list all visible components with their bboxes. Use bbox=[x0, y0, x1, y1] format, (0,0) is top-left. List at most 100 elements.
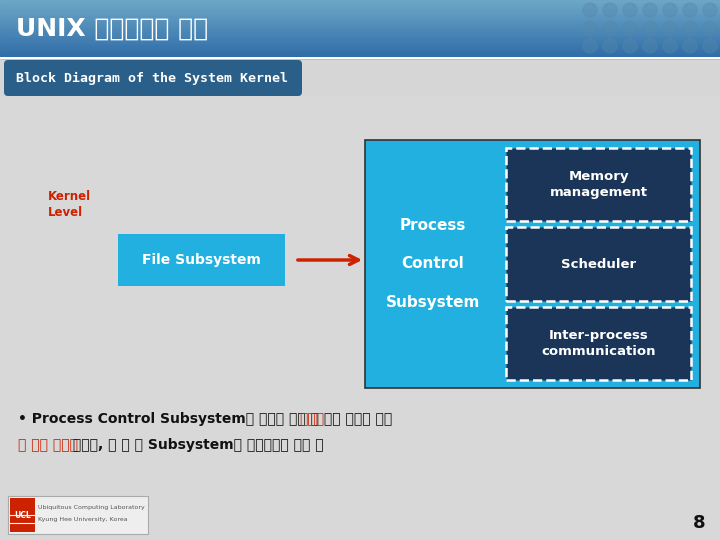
Bar bbox=[0, 55, 720, 57]
Circle shape bbox=[643, 39, 657, 53]
Circle shape bbox=[623, 21, 637, 35]
Bar bbox=[0, 37, 720, 38]
Bar bbox=[0, 18, 720, 20]
Text: File Subsystem: File Subsystem bbox=[142, 253, 261, 267]
Circle shape bbox=[663, 21, 677, 35]
Bar bbox=[0, 12, 720, 14]
FancyBboxPatch shape bbox=[506, 227, 691, 301]
Text: Control: Control bbox=[402, 256, 464, 272]
Circle shape bbox=[703, 21, 717, 35]
Circle shape bbox=[583, 21, 597, 35]
Bar bbox=[0, 30, 720, 31]
Bar bbox=[0, 6, 720, 8]
Bar bbox=[0, 22, 720, 23]
Bar bbox=[0, 26, 720, 28]
Bar bbox=[0, 23, 720, 24]
Bar bbox=[0, 21, 720, 22]
Bar bbox=[0, 57, 720, 59]
Bar bbox=[0, 16, 720, 17]
Circle shape bbox=[663, 39, 677, 53]
Bar bbox=[0, 49, 720, 51]
Bar bbox=[0, 53, 720, 55]
Circle shape bbox=[663, 3, 677, 17]
Bar bbox=[0, 4, 720, 6]
Bar bbox=[0, 39, 720, 40]
Text: Block Diagram of the System Kernel: Block Diagram of the System Kernel bbox=[16, 71, 288, 85]
Bar bbox=[0, 48, 720, 50]
FancyBboxPatch shape bbox=[4, 60, 302, 96]
Text: 하는데, 이 때 두 Subsystem은 상호작용을 하게 됨: 하는데, 이 때 두 Subsystem은 상호작용을 하게 됨 bbox=[68, 438, 324, 452]
Bar bbox=[0, 10, 720, 11]
Circle shape bbox=[583, 3, 597, 17]
Bar bbox=[0, 31, 720, 32]
Bar bbox=[0, 44, 720, 45]
Circle shape bbox=[643, 21, 657, 35]
Bar bbox=[0, 1, 720, 2]
Bar bbox=[118, 234, 285, 286]
Circle shape bbox=[703, 3, 717, 17]
Bar bbox=[0, 36, 720, 37]
Circle shape bbox=[603, 21, 617, 35]
Bar bbox=[0, 24, 720, 25]
Bar bbox=[0, 33, 720, 35]
Circle shape bbox=[623, 3, 637, 17]
Bar bbox=[0, 5, 720, 7]
Bar bbox=[0, 17, 720, 18]
Text: 8: 8 bbox=[693, 514, 706, 532]
Bar bbox=[0, 0, 720, 1]
Bar bbox=[0, 3, 720, 5]
Bar bbox=[0, 43, 720, 44]
Bar bbox=[0, 40, 720, 42]
Bar bbox=[0, 35, 720, 36]
Bar bbox=[0, 96, 720, 540]
Bar bbox=[10, 498, 35, 532]
Text: Scheduler: Scheduler bbox=[561, 258, 636, 271]
Text: Kyung Hee University, Korea: Kyung Hee University, Korea bbox=[38, 517, 127, 523]
Text: UCL: UCL bbox=[14, 510, 31, 519]
Bar bbox=[0, 38, 720, 39]
Bar bbox=[0, 28, 720, 29]
FancyBboxPatch shape bbox=[506, 307, 691, 380]
Bar bbox=[0, 9, 720, 10]
Bar bbox=[0, 29, 720, 30]
Text: Level: Level bbox=[48, 206, 83, 219]
Bar bbox=[0, 8, 720, 9]
Bar bbox=[0, 54, 720, 56]
Text: UNIX 운영체제의 구조: UNIX 운영체제의 구조 bbox=[16, 17, 208, 41]
Text: Subsystem: Subsystem bbox=[386, 294, 480, 309]
Text: Ubiquitous Computing Laboratory: Ubiquitous Computing Laboratory bbox=[38, 505, 145, 510]
Bar bbox=[0, 11, 720, 13]
FancyBboxPatch shape bbox=[506, 148, 691, 221]
Bar bbox=[0, 19, 720, 21]
Circle shape bbox=[683, 39, 697, 53]
Bar bbox=[0, 41, 720, 43]
Bar bbox=[0, 32, 720, 33]
Bar bbox=[0, 45, 720, 46]
Bar bbox=[0, 46, 720, 48]
Circle shape bbox=[623, 39, 637, 53]
Bar bbox=[365, 140, 700, 388]
Text: 로 읽어 들여야: 로 읽어 들여야 bbox=[18, 438, 78, 452]
Bar bbox=[0, 56, 720, 58]
Circle shape bbox=[703, 39, 717, 53]
Circle shape bbox=[583, 39, 597, 53]
Circle shape bbox=[603, 39, 617, 53]
Text: 메모리: 메모리 bbox=[299, 412, 324, 426]
Bar bbox=[0, 15, 720, 16]
Bar bbox=[0, 51, 720, 52]
Circle shape bbox=[683, 3, 697, 17]
Bar bbox=[0, 25, 720, 26]
Bar bbox=[0, 2, 720, 3]
Bar bbox=[8, 496, 148, 534]
Bar bbox=[0, 52, 720, 53]
Text: • Process Control Subsystem은 파일을 실행 전 해당 파일을 먼저: • Process Control Subsystem은 파일을 실행 전 해당… bbox=[18, 412, 397, 426]
Circle shape bbox=[683, 21, 697, 35]
Text: Memory
management: Memory management bbox=[549, 170, 647, 199]
Circle shape bbox=[603, 3, 617, 17]
Bar bbox=[0, 47, 720, 49]
Circle shape bbox=[643, 3, 657, 17]
Text: Kernel: Kernel bbox=[48, 191, 91, 204]
Text: Process: Process bbox=[400, 219, 466, 233]
Bar bbox=[0, 14, 720, 15]
Text: Inter-process
communication: Inter-process communication bbox=[541, 329, 656, 358]
